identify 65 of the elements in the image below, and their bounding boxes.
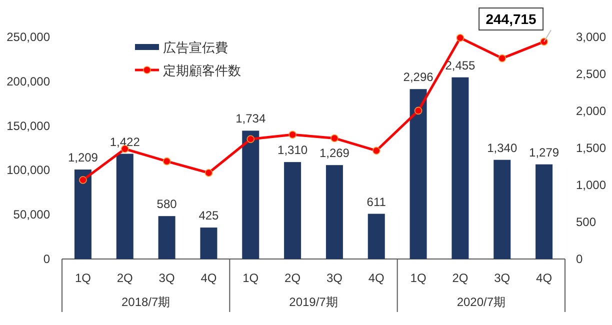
bar (200, 228, 218, 259)
point (498, 54, 506, 62)
y2-tick-label: 1,000 (576, 178, 606, 192)
data-label: 2,455 (445, 58, 476, 72)
bar (494, 160, 511, 259)
y2-tick-label: 1,500 (576, 141, 606, 155)
data-label: 2,296 (403, 70, 434, 84)
text: 2019/7期 (289, 295, 338, 309)
x-tick-label: 1Q (74, 271, 91, 285)
y2-tick-label: 500 (576, 215, 596, 229)
legend-label: 広告宣伝費 (163, 40, 228, 55)
point (246, 135, 255, 144)
y-tick-label: 100,000 (6, 163, 50, 178)
point (372, 146, 380, 155)
text: 2020/7期 (456, 295, 506, 309)
y-tick-label: 200,000 (6, 74, 50, 88)
data-label: 611 (366, 194, 386, 209)
bar (284, 162, 302, 259)
x-tick-label: 4Q (536, 271, 552, 285)
bar (242, 130, 260, 259)
bar (536, 164, 553, 259)
x-tick-label: 1Q (410, 271, 426, 285)
bar (116, 154, 134, 259)
point (204, 168, 213, 177)
x-tick-label: 3Q (326, 271, 342, 285)
data-label: 1,340 (487, 140, 518, 155)
data-label: 1,310 (278, 143, 308, 158)
point (79, 176, 87, 184)
x-tick-label: 2Q (452, 271, 468, 285)
point (456, 34, 464, 42)
data-label: 1,269 (319, 146, 350, 160)
y2-tick-label: 0 (576, 252, 583, 266)
bar (158, 216, 176, 259)
bar (74, 170, 92, 259)
y-tick-label: 250,000 (6, 30, 50, 44)
bar (368, 214, 385, 259)
y2-tick-label: 2,500 (576, 67, 606, 81)
data-label: 580 (156, 197, 178, 212)
text: 244,715 (486, 11, 537, 27)
x-tick-label: 2Q (116, 271, 133, 285)
x-tick-label: 4Q (200, 271, 217, 285)
point (288, 130, 296, 139)
x-tick-label: 1Q (242, 271, 259, 285)
bar (452, 77, 469, 259)
y-tick-label: 150,000 (6, 118, 50, 133)
text: 2018/7期 (121, 295, 170, 309)
x-tick-label: 4Q (368, 271, 384, 285)
point (414, 106, 422, 115)
point (162, 157, 171, 166)
y2-tick-label: 2,000 (576, 104, 606, 118)
x-tick-label: 3Q (158, 271, 175, 285)
y-tick-label: 50,000 (13, 208, 50, 222)
data-label: 425 (198, 208, 220, 223)
legend-label: 定期顧客件数 (163, 63, 241, 78)
data-label: 1,422 (110, 134, 140, 149)
bar (410, 89, 427, 259)
x-tick-label: 2Q (284, 271, 301, 285)
bar (326, 165, 343, 259)
y2-tick-label: 3,000 (576, 30, 606, 44)
data-label: 1,279 (529, 145, 560, 160)
point (330, 134, 338, 142)
data-label: 1,209 (68, 150, 98, 165)
y-tick-label: 0 (43, 252, 50, 266)
data-label: 1,734 (236, 112, 266, 126)
x-tick-label: 3Q (494, 271, 510, 285)
